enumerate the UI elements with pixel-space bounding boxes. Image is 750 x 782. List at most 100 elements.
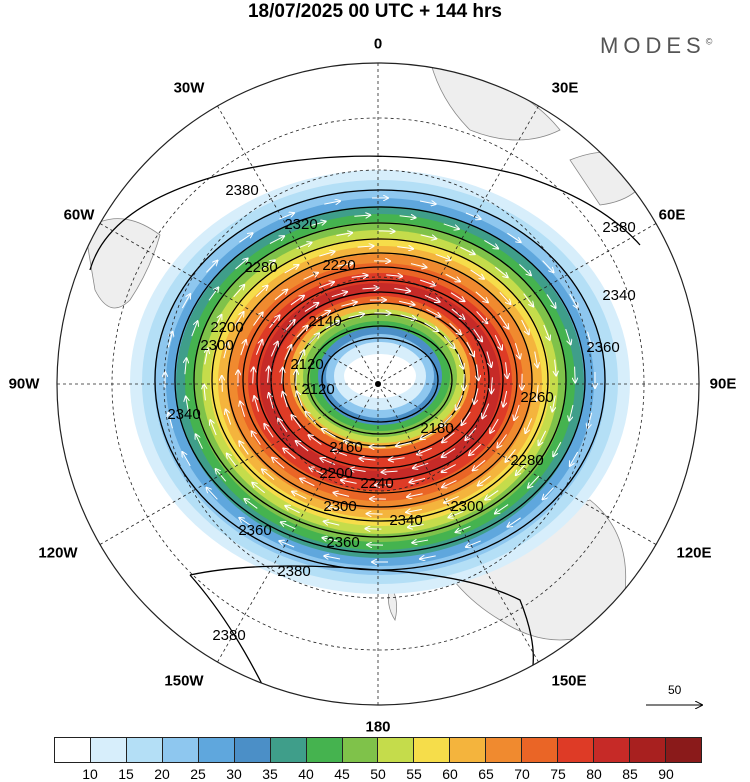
- colorbar-tick-label: 60: [442, 766, 458, 782]
- wind-vector: [348, 314, 365, 319]
- wind-vector: [486, 351, 491, 367]
- wind-vector: [310, 221, 325, 227]
- wind-vector: [499, 315, 509, 328]
- wind-vector: [464, 373, 465, 390]
- wind-vector: [552, 395, 555, 412]
- wind-vector: [350, 469, 366, 472]
- wind-vector: [325, 321, 340, 329]
- contour-line-2380-tail: [189, 574, 266, 691]
- reference-vector-label: 50: [668, 683, 682, 697]
- contour-label: 2380: [602, 219, 635, 236]
- wind-vector: [406, 509, 422, 512]
- wind-vector: [478, 475, 491, 486]
- wind-vector: [315, 311, 330, 320]
- wind-vector: [303, 273, 318, 280]
- wind-vector: [284, 345, 292, 360]
- wind-vector: [400, 314, 416, 319]
- wind-vector: [292, 492, 307, 500]
- wind-vector: [270, 342, 277, 357]
- colorbar-tick-label: 80: [586, 766, 602, 782]
- wind-vector: [469, 443, 482, 455]
- colorbar-cell: [450, 738, 487, 762]
- wind-vector: [443, 223, 459, 229]
- wind-vector: [490, 418, 499, 433]
- wind-vector: [208, 287, 218, 301]
- contour-label: 2220: [322, 257, 355, 274]
- wind-vector: [227, 454, 237, 467]
- wind-vector: [445, 273, 460, 281]
- wind-vector: [167, 332, 172, 348]
- contour-label: 2160: [329, 439, 362, 456]
- wind-vector: [296, 441, 309, 452]
- wind-vector: [569, 293, 578, 308]
- colorbar-tick-label: 35: [262, 766, 278, 782]
- lon-label-60w: 60W: [63, 206, 95, 224]
- contour-label: 2360: [586, 339, 619, 356]
- wind-vector: [296, 326, 308, 338]
- wind-vector: [396, 441, 412, 446]
- contour-label: 2180: [420, 420, 453, 437]
- wind-vector: [268, 367, 269, 383]
- wind-vector: [569, 404, 574, 421]
- wind-vector: [474, 388, 479, 404]
- wind-vector: [456, 395, 463, 410]
- colorbar-cell: [270, 738, 307, 762]
- wind-vector: [206, 488, 218, 500]
- wind-vector: [255, 286, 268, 297]
- wind-vector: [281, 522, 296, 530]
- contour-label: 2200: [319, 465, 352, 482]
- wind-vector: [409, 477, 426, 482]
- wind-vector: [233, 285, 245, 298]
- lon-label-60e: 60E: [658, 206, 686, 224]
- wind-vector: [472, 327, 482, 341]
- wind-vector: [495, 504, 509, 514]
- wind-vector: [475, 291, 488, 302]
- wind-vector: [448, 510, 464, 517]
- colorbar-tick-label: 15: [118, 766, 134, 782]
- contour-label: 2360: [238, 522, 271, 539]
- contour-label: 2280: [510, 452, 543, 469]
- wind-vector: [412, 540, 429, 543]
- wind-vector: [333, 493, 350, 497]
- colorbar-tick-label: 50: [370, 766, 386, 782]
- contour-label: 2320: [284, 216, 317, 233]
- wind-vector: [284, 265, 299, 274]
- contour-label: 2300: [200, 337, 233, 354]
- lat-lon-grid: [57, 63, 699, 705]
- wind-vector: [324, 556, 341, 559]
- wind-vector: [332, 450, 348, 457]
- contour-label: 2340: [602, 287, 635, 304]
- wind-vector: [244, 499, 258, 509]
- wind-vector: [205, 349, 208, 365]
- wind-vector: [272, 458, 285, 469]
- wind-vector: [252, 431, 261, 445]
- wind-vector: [351, 275, 368, 277]
- wind-vector: [485, 490, 499, 500]
- wind-vector: [477, 364, 479, 380]
- land-africa: [429, 63, 561, 141]
- colorbar-tick-label: 20: [154, 766, 170, 782]
- contour-line: [270, 291, 490, 469]
- wind-vector: [285, 506, 300, 514]
- contour-label: 2280: [244, 259, 277, 276]
- wind-vector: [516, 462, 527, 475]
- wind-vector: [181, 294, 190, 309]
- colorbar-tick-label: 30: [226, 766, 242, 782]
- wind-vector: [521, 319, 529, 334]
- wind-vector: [457, 353, 464, 369]
- wind-vector: [386, 275, 402, 276]
- wind-vector: [535, 351, 538, 368]
- contour-line: [193, 222, 567, 538]
- colorbar: [54, 737, 702, 763]
- wind-vector: [283, 448, 296, 460]
- wind-vector: [456, 525, 471, 532]
- wind-vector: [254, 396, 259, 412]
- colorbar-ticks: 10 15 20 25 30 35 40 45 50 55 60 65 70 75 80 85 90: [54, 766, 702, 782]
- wind-vector: [523, 293, 534, 307]
- contour-label: 2260: [520, 389, 553, 406]
- geopotential-contours: [89, 155, 641, 691]
- colorbar-cell: [414, 738, 451, 762]
- colorbar-cell: [665, 738, 701, 762]
- wind-vector: [525, 418, 533, 433]
